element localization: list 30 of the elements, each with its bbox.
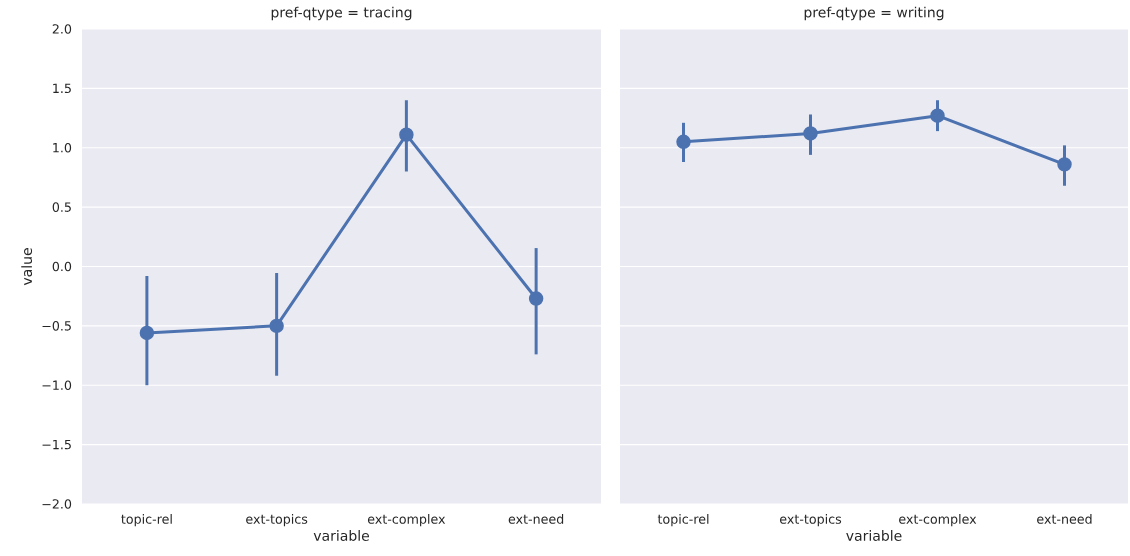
y-tick-label: 1.5	[53, 83, 71, 94]
point	[803, 126, 818, 141]
y-tick-label: −0.5	[42, 321, 71, 331]
x-tick-label: ext-complex	[367, 514, 446, 527]
x-tick-label: ext-need	[508, 514, 564, 524]
point	[269, 318, 284, 334]
point	[930, 108, 945, 123]
chart-title: pref-qtype = tracing	[271, 6, 412, 21]
x-tick-label: topic-rel	[121, 514, 172, 527]
point	[1057, 157, 1072, 172]
y-tick-label: 0.5	[52, 202, 71, 212]
y-axis-title: value	[21, 248, 33, 286]
y-tick-label: 0.0	[52, 261, 72, 272]
point	[528, 291, 544, 306]
y-tick-label: −2.0	[42, 499, 72, 509]
x-tick-label: topic-rel	[657, 514, 709, 527]
point	[676, 134, 691, 150]
y-tick-label: 2.0	[52, 24, 72, 34]
x-axis-title: variable	[313, 530, 370, 541]
x-tick-label: ext-topics	[779, 514, 842, 527]
point	[139, 325, 155, 341]
point	[399, 127, 414, 142]
y-tick-label: 1.0	[53, 142, 72, 153]
chart-title: pref-qtype = writing	[804, 6, 944, 21]
x-tick-label: ext-complex	[899, 514, 977, 527]
x-tick-label: ext-need	[1037, 514, 1092, 524]
x-axis-title: variable	[846, 530, 902, 541]
y-tick-label: −1.0	[42, 380, 72, 391]
x-tick-label: ext-topics	[246, 514, 308, 527]
y-tick-label: −1.5	[42, 439, 71, 450]
